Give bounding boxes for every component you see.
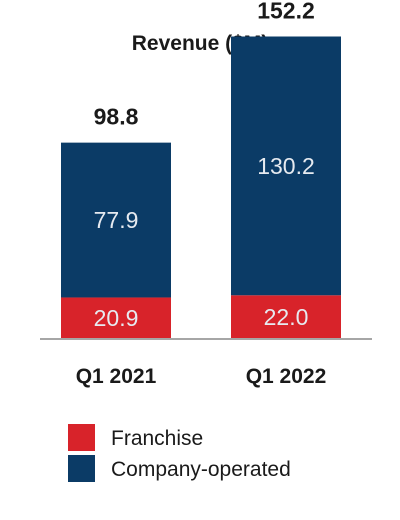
data-label-company-operated-q1-2022: 130.2 [257, 153, 315, 179]
legend: Franchise Company-operated [68, 424, 291, 482]
legend-swatch-franchise [68, 424, 95, 451]
bar-franchise-q1-2021 [61, 297, 171, 339]
bar-company-operated-q1-2022 [231, 36, 341, 296]
legend-label-franchise: Franchise [111, 427, 203, 450]
total-label-q1-2022: 152.2 [257, 0, 315, 24]
bar-company-operated-q1-2021 [61, 142, 171, 298]
data-label-company-operated-q1-2021: 77.9 [94, 207, 139, 233]
data-label-franchise-q1-2022: 22.0 [264, 304, 309, 330]
legend-swatch-company-operated [68, 455, 95, 482]
bars-group [61, 36, 341, 339]
total-label-q1-2021: 98.8 [94, 104, 139, 130]
bar-franchise-q1-2022 [231, 295, 341, 339]
labels-group: 20.9 77.9 98.8 Q1 2021 22.0 130.2 152.2 Q1 2022 [76, 0, 327, 388]
legend-label-company-operated: Company-operated [111, 458, 291, 481]
category-label-q1-2022: Q1 2022 [246, 365, 327, 388]
data-label-franchise-q1-2021: 20.9 [94, 305, 139, 331]
category-label-q1-2021: Q1 2021 [76, 365, 157, 388]
